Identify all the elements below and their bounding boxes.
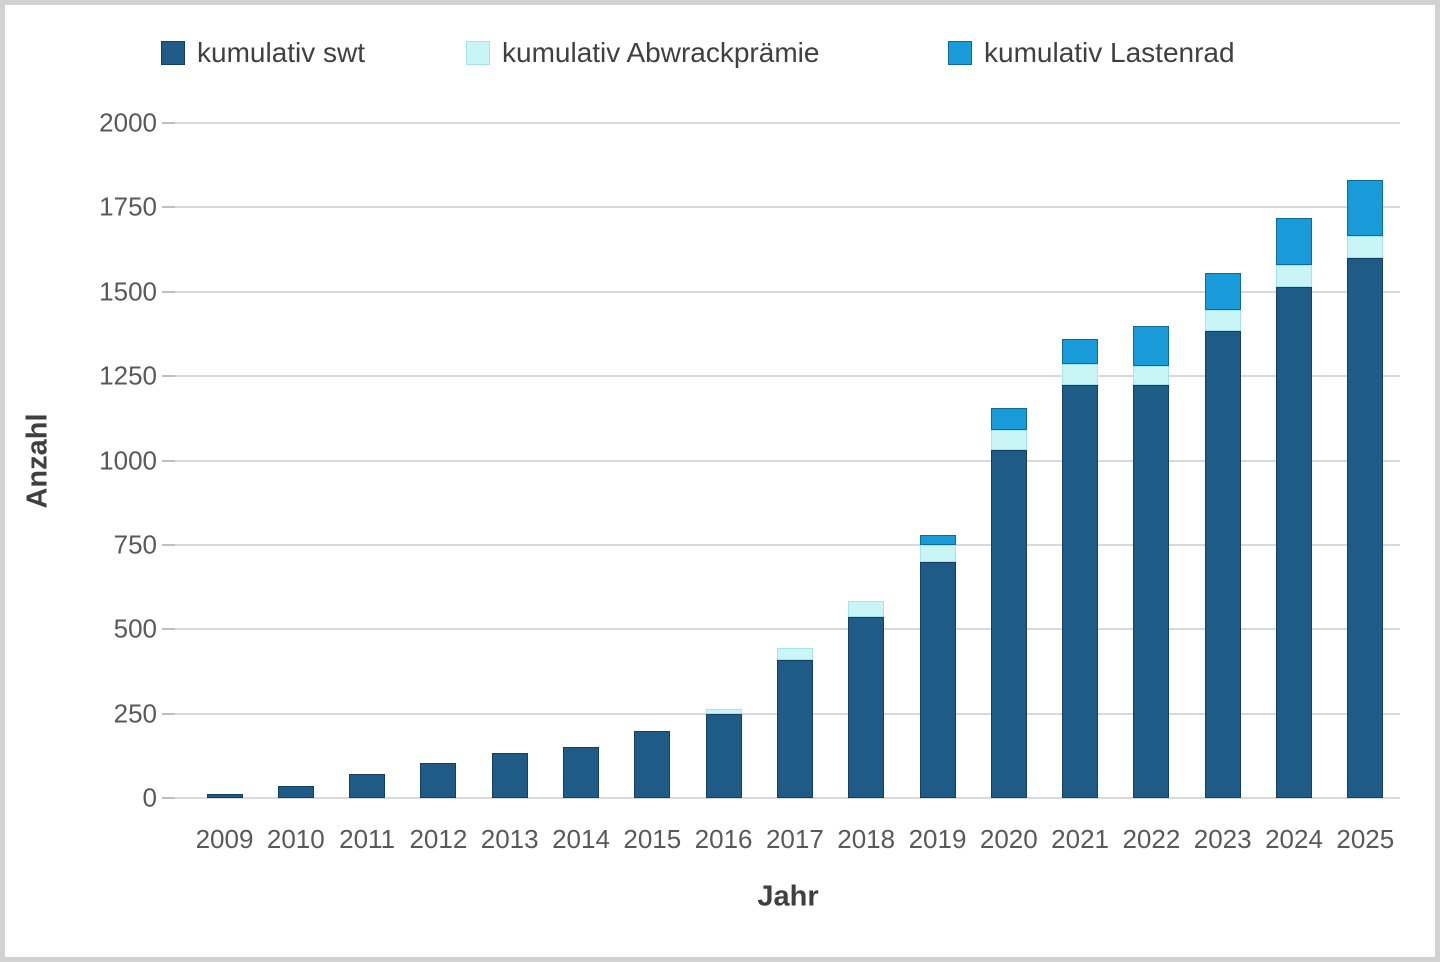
bar-segment-2024-kumulativ-lastenrad	[1276, 217, 1312, 265]
bar-segment-2010-kumulativ-swt	[277, 786, 314, 798]
legend-item-abwrackpraemie: kumulativ Abwrackprämie	[466, 37, 820, 68]
x-label-2018: 2018	[837, 824, 896, 854]
x-label-2023: 2023	[1193, 824, 1252, 854]
x-label-2019: 2019	[908, 824, 967, 854]
x-label-2020: 2020	[979, 824, 1038, 854]
x-label-2010: 2010	[266, 824, 325, 854]
bar-segment-2012-kumulativ-swt	[420, 763, 457, 798]
bar-segment-2023-kumulativ-abwrackprämie	[1204, 310, 1241, 331]
legend-label-abwrackpraemie: kumulativ Abwrackprämie	[502, 37, 820, 68]
bar-segment-2023-kumulativ-swt	[1204, 330, 1241, 798]
gridline-1000	[175, 459, 1400, 462]
bar-segment-2018-kumulativ-swt	[848, 617, 885, 798]
y-tick-label-250: 250	[113, 698, 157, 729]
gridline-1750	[175, 206, 1400, 209]
gridline-500	[175, 628, 1400, 631]
y-tick-label-1750: 1750	[99, 191, 157, 222]
x-label-2015: 2015	[623, 824, 682, 854]
x-label-2013: 2013	[480, 824, 539, 854]
bar-segment-2021-kumulativ-swt	[1062, 384, 1099, 798]
bar-segment-2021-kumulativ-lastenrad	[1062, 339, 1099, 365]
legend-label-lastenrad: kumulativ Lastenrad	[984, 37, 1235, 68]
gridline-0	[175, 797, 1400, 799]
x-label-2025: 2025	[1336, 824, 1395, 854]
legend-item-lastenrad: kumulativ Lastenrad	[948, 37, 1235, 68]
x-label-2021: 2021	[1051, 824, 1110, 854]
bar-segment-2024-kumulativ-abwrackprämie	[1276, 264, 1312, 287]
bar-segment-2019-kumulativ-lastenrad	[919, 534, 956, 545]
bar-segment-2025-kumulativ-lastenrad	[1347, 180, 1384, 237]
y-tick-1250	[162, 375, 175, 378]
x-axis-title: Jahr	[757, 880, 819, 913]
y-tick-label-750: 750	[113, 529, 157, 560]
y-tick-2000	[162, 122, 175, 124]
x-label-2014: 2014	[552, 824, 610, 854]
bar-segment-2017-kumulativ-swt	[776, 659, 813, 798]
bar-segment-2022-kumulativ-swt	[1133, 384, 1170, 798]
gridline-1250	[175, 375, 1400, 378]
bar-segment-2018-kumulativ-abwrackprämie	[848, 600, 885, 618]
y-tick-250	[162, 712, 175, 715]
legend-label-swt: kumulativ swt	[197, 37, 366, 68]
x-label-2017: 2017	[765, 824, 824, 854]
y-tick-1750	[162, 206, 175, 209]
bar-segment-2025-kumulativ-abwrackprämie	[1347, 236, 1384, 258]
bar-segment-2021-kumulativ-abwrackprämie	[1062, 364, 1099, 385]
bar-segment-2020-kumulativ-abwrackprämie	[990, 430, 1027, 451]
y-tick-750	[162, 543, 175, 546]
bar-segment-2013-kumulativ-swt	[491, 753, 528, 798]
bar-segment-2016-kumulativ-swt	[705, 713, 742, 798]
x-label-2011: 2011	[339, 824, 396, 854]
y-tick-500	[162, 628, 175, 631]
bar-segment-2016-kumulativ-abwrackprämie	[705, 708, 742, 714]
x-label-2009: 2009	[195, 824, 254, 854]
chart-legend: kumulativ swt kumulativ Abwrackprämie ku…	[0, 37, 1440, 70]
bar-segment-2020-kumulativ-swt	[990, 450, 1027, 798]
x-label-2022: 2022	[1122, 824, 1181, 854]
bar-segment-2019-kumulativ-swt	[919, 561, 956, 798]
bar-segment-2020-kumulativ-lastenrad	[990, 408, 1027, 431]
bar-segment-2019-kumulativ-abwrackprämie	[919, 544, 956, 562]
y-tick-label-1000: 1000	[99, 445, 157, 475]
y-tick-label-1250: 1250	[99, 360, 157, 391]
gridline-1500	[175, 290, 1400, 293]
bar-segment-2014-kumulativ-swt	[563, 746, 599, 798]
bar-segment-2022-kumulativ-lastenrad	[1133, 325, 1170, 366]
bar-segment-2011-kumulativ-swt	[349, 774, 386, 798]
y-tick-1500	[162, 290, 175, 293]
bar-segment-2017-kumulativ-abwrackprämie	[776, 648, 813, 660]
y-tick-label-500: 500	[113, 613, 157, 644]
y-tick-1000	[162, 459, 175, 462]
bar-segment-2022-kumulativ-abwrackprämie	[1133, 366, 1170, 385]
gridline-2000	[175, 122, 1400, 124]
y-tick-label-1500: 1500	[99, 276, 157, 307]
x-label-2024: 2024	[1265, 824, 1323, 854]
y-tick-label-0: 0	[142, 782, 157, 813]
legend-item-swt: kumulativ swt	[161, 37, 366, 68]
legend-swatch-swt	[161, 41, 185, 65]
bar-segment-2009-kumulativ-swt	[206, 793, 243, 798]
gridline-750	[175, 543, 1400, 546]
bar-segment-2024-kumulativ-swt	[1276, 286, 1312, 798]
legend-swatch-abwrackpraemie	[466, 41, 490, 65]
y-tick-0	[162, 797, 175, 799]
x-label-2016: 2016	[694, 824, 753, 854]
bar-segment-2025-kumulativ-swt	[1347, 258, 1384, 798]
y-tick-label-2000: 2000	[99, 107, 157, 138]
legend-swatch-lastenrad	[948, 41, 972, 65]
x-label-2012: 2012	[409, 824, 468, 854]
bar-segment-2023-kumulativ-lastenrad	[1204, 273, 1241, 311]
bar-segment-2015-kumulativ-swt	[634, 730, 671, 798]
